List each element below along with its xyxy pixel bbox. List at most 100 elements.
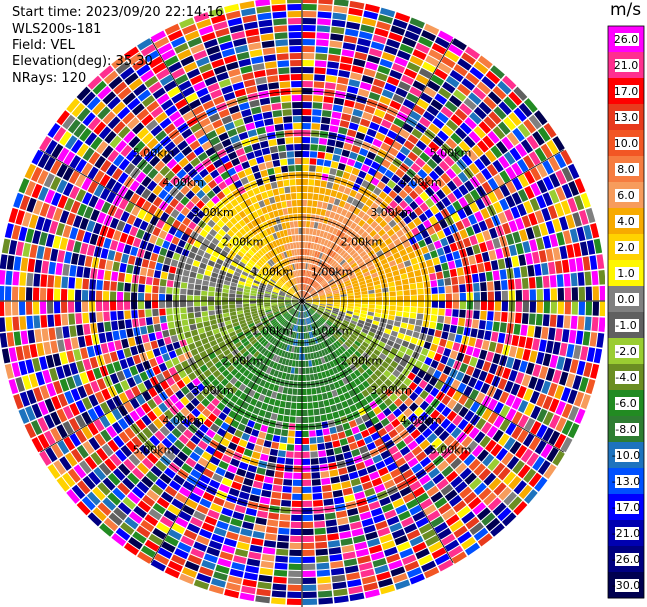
ppi-gate xyxy=(244,331,252,337)
ppi-gate xyxy=(235,398,244,407)
ppi-gate xyxy=(201,451,213,461)
ppi-gate xyxy=(367,183,376,192)
ppi-gate xyxy=(281,310,287,315)
ppi-gate xyxy=(469,389,480,401)
ppi-gate xyxy=(440,418,451,430)
ppi-gate xyxy=(272,291,279,295)
ppi-gate xyxy=(345,211,353,219)
ppi-gate xyxy=(444,539,460,552)
ppi-gate xyxy=(154,430,166,442)
ppi-gate xyxy=(150,340,159,350)
ppi-gate xyxy=(243,340,250,347)
ppi-gate xyxy=(268,211,275,219)
ppi-gate xyxy=(229,376,238,385)
ppi-gate xyxy=(518,102,533,118)
ppi-gate xyxy=(312,315,318,321)
ppi-gate xyxy=(312,304,319,308)
ppi-gate xyxy=(384,378,393,388)
ppi-gate xyxy=(298,304,301,311)
ppi-gate xyxy=(126,264,134,274)
ppi-gate xyxy=(441,533,456,546)
ppi-gate xyxy=(224,416,234,425)
ppi-gate xyxy=(375,292,382,297)
ppi-gate xyxy=(354,255,361,262)
ppi-gate xyxy=(355,325,363,331)
ppi-gate xyxy=(279,326,285,333)
ppi-gate xyxy=(201,408,212,418)
ppi-gate xyxy=(242,244,250,252)
ppi-gate xyxy=(199,474,211,485)
ppi-gate xyxy=(399,43,414,55)
ppi-gate xyxy=(303,270,306,277)
ppi-gate xyxy=(493,415,505,428)
ppi-gate xyxy=(316,286,323,292)
ppi-gate xyxy=(286,305,293,309)
ppi-gate xyxy=(358,170,367,179)
ppi-gate xyxy=(596,254,605,270)
ppi-gate xyxy=(59,210,70,224)
ppi-gate xyxy=(155,355,164,365)
ppi-gate xyxy=(322,324,328,331)
ppi-gate xyxy=(309,437,317,444)
ppi-gate xyxy=(339,438,348,446)
ppi-gate xyxy=(403,408,413,418)
ppi-gate xyxy=(515,242,524,255)
ppi-gate xyxy=(45,139,58,155)
ppi-gate xyxy=(287,307,294,311)
ppi-gate xyxy=(312,302,319,304)
ppi-gate xyxy=(222,187,231,196)
ppi-gate xyxy=(291,346,295,353)
ppi-gate xyxy=(286,243,291,250)
ppi-gate xyxy=(101,201,112,214)
ppi-gate xyxy=(482,453,495,467)
ppi-gate xyxy=(312,298,319,300)
ppi-gate xyxy=(302,416,309,423)
ppi-gate xyxy=(434,36,450,49)
ppi-gate xyxy=(49,220,59,235)
ppi-gate xyxy=(513,86,528,102)
ppi-gate xyxy=(368,293,375,298)
ppi-gate xyxy=(331,483,342,491)
ppi-gate xyxy=(501,136,514,150)
ppi-gate xyxy=(347,293,354,297)
ppi-gate xyxy=(122,496,136,510)
ppi-gate xyxy=(368,264,375,271)
ppi-gate xyxy=(75,277,83,289)
ppi-gate xyxy=(76,500,91,516)
ppi-gate xyxy=(220,387,229,396)
ppi-gate xyxy=(311,207,317,215)
ppi-gate xyxy=(380,450,391,460)
ppi-gate xyxy=(338,200,346,208)
ppi-gate xyxy=(327,318,334,324)
ppi-gate xyxy=(434,553,450,566)
ppi-gate xyxy=(377,527,391,537)
ppi-gate xyxy=(333,306,340,309)
ppi-gate xyxy=(70,139,84,154)
ppi-gate xyxy=(329,353,335,360)
ppi-gate xyxy=(25,228,35,243)
ppi-gate xyxy=(247,380,255,389)
ppi-gate xyxy=(246,151,255,160)
ppi-gate xyxy=(599,285,605,301)
ppi-gate xyxy=(525,227,535,240)
ppi-gate xyxy=(290,264,294,271)
ppi-gate xyxy=(203,320,211,327)
ppi-gate xyxy=(372,138,383,148)
ppi-gate xyxy=(289,323,293,330)
ppi-gate xyxy=(273,288,280,292)
ppi-gate xyxy=(523,98,538,113)
ppi-gate xyxy=(337,431,346,440)
ppi-gate xyxy=(388,314,395,321)
ppi-gate xyxy=(314,313,319,319)
ppi-gate xyxy=(573,345,582,360)
ppi-gate xyxy=(343,263,350,270)
ppi-gate xyxy=(438,308,445,316)
ppi-gate xyxy=(295,284,299,291)
ppi-gate xyxy=(454,108,468,121)
ppi-gate xyxy=(324,441,333,450)
ppi-gate xyxy=(321,349,326,357)
ppi-gate xyxy=(33,315,41,329)
ppi-gate xyxy=(342,487,353,496)
ppi-gate xyxy=(427,80,441,92)
ppi-gate xyxy=(330,26,345,35)
